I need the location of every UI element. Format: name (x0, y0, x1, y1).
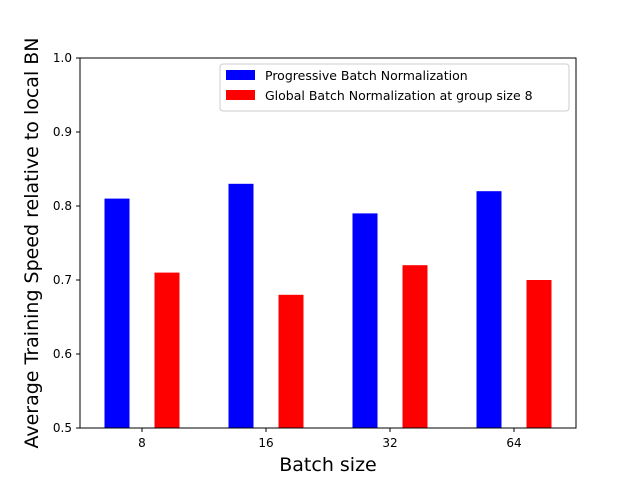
y-tick-label: 1.0 (53, 51, 72, 65)
legend-frame (219, 63, 570, 112)
bar-global-16 (278, 294, 304, 428)
x-axis-label: Batch size (279, 454, 377, 476)
bar-progressive-64 (476, 191, 502, 428)
bars-group (104, 183, 552, 428)
y-tick-label: 0.6 (53, 347, 72, 361)
bar-progressive-32 (352, 213, 378, 428)
y-tick-label: 0.9 (53, 125, 72, 139)
x-tick-label: 64 (506, 436, 521, 450)
legend-swatch (226, 70, 255, 80)
y-tick-label: 0.8 (53, 199, 72, 213)
bar-progressive-8 (104, 198, 130, 428)
legend-swatch (226, 90, 255, 100)
bar-global-64 (526, 280, 552, 428)
legend-label: Global Batch Normalization at group size… (265, 88, 533, 103)
bar-global-8 (154, 272, 180, 428)
bar-progressive-16 (228, 183, 254, 428)
y-axis: 0.5 0.6 0.7 0.8 0.9 1.0 (53, 51, 80, 435)
bar-global-32 (402, 265, 428, 428)
x-tick-label: 32 (382, 436, 397, 450)
x-tick-label: 8 (138, 436, 146, 450)
y-tick-label: 0.7 (53, 273, 72, 287)
plot-frame (79, 57, 577, 429)
y-tick-label: 0.5 (53, 421, 72, 435)
x-axis: 8 16 32 64 (138, 428, 522, 450)
y-axis-label: Average Training Speed relative to local… (21, 37, 43, 448)
legend: Progressive Batch Normalization Global Ba… (219, 63, 570, 112)
legend-label: Progressive Batch Normalization (265, 68, 468, 83)
x-tick-label: 16 (258, 436, 273, 450)
